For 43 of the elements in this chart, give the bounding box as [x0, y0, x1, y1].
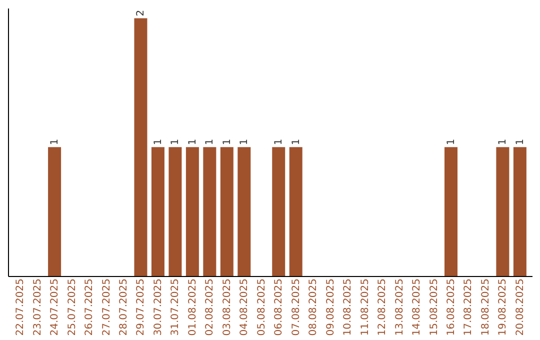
x-tick-label: 20.08.2025 — [514, 278, 526, 336]
x-tick-label: 03.08.2025 — [222, 278, 233, 336]
x-tick-label: 22.07.2025 — [15, 278, 26, 336]
data-label: 1 — [514, 138, 526, 146]
x-tick-label: 28.07.2025 — [118, 278, 130, 336]
x-tick-label: 01.08.2025 — [187, 278, 198, 336]
x-tick-label: 07.08.2025 — [290, 278, 302, 336]
x-tick-label: 06.08.2025 — [274, 278, 285, 336]
x-tick-label: 09.08.2025 — [325, 278, 336, 336]
x-tick-label: 05.08.2025 — [256, 278, 268, 336]
x-tick-label: 23.07.2025 — [32, 278, 44, 336]
data-label: 1 — [222, 138, 233, 146]
x-tick-label: 10.08.2025 — [342, 278, 354, 336]
data-label: 1 — [152, 138, 164, 146]
x-tick-label: 30.07.2025 — [152, 278, 164, 336]
x-tick-label: 15.08.2025 — [428, 278, 440, 336]
x-tick-label: 13.08.2025 — [394, 278, 406, 336]
data-label: 1 — [290, 138, 302, 146]
x-tick-label: 12.08.2025 — [377, 278, 388, 336]
x-tick-label: 14.08.2025 — [412, 278, 423, 336]
x-tick-label: 11.08.2025 — [360, 278, 371, 336]
x-tick-label: 04.08.2025 — [239, 278, 250, 336]
x-tick-label: 25.07.2025 — [66, 278, 78, 336]
data-label: 1 — [187, 138, 198, 146]
data-label: 1 — [498, 138, 509, 146]
x-tick-label: 17.08.2025 — [463, 278, 474, 336]
x-tick-label: 19.08.2025 — [498, 278, 509, 336]
data-label: 2 — [136, 10, 147, 16]
x-tick-label: 31.07.2025 — [170, 278, 182, 336]
x-tick-label: 08.08.2025 — [308, 278, 320, 336]
data-label: 1 — [274, 138, 285, 146]
x-tick-label: 26.07.2025 — [84, 278, 96, 336]
x-tick-label: 29.07.2025 — [136, 278, 147, 336]
data-label: 1 — [204, 138, 216, 146]
x-tick-label: 02.08.2025 — [204, 278, 216, 336]
data-label: 1 — [170, 138, 182, 146]
x-tick-label: 18.08.2025 — [480, 278, 492, 336]
x-tick-label: 24.07.2025 — [50, 278, 61, 336]
data-label: 1 — [239, 138, 250, 146]
data-label: 1 — [446, 138, 457, 146]
x-tick-label: 16.08.2025 — [446, 278, 457, 336]
data-label: 1 — [50, 138, 61, 146]
x-tick-label: 27.07.2025 — [101, 278, 112, 336]
